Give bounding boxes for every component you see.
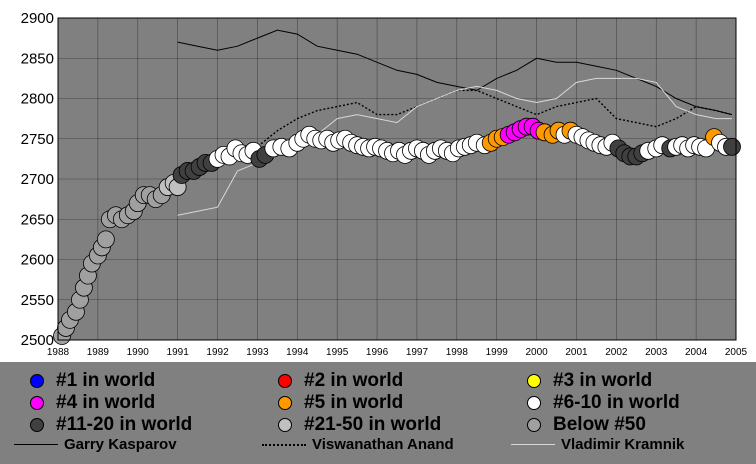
rank-points — [53, 117, 741, 345]
x-tick-label: 1996 — [366, 347, 389, 358]
y-tick-label: 2600 — [21, 252, 54, 269]
legend-line-dotted — [262, 443, 306, 446]
legend-swatch — [30, 374, 44, 388]
y-tick-label: 2500 — [21, 332, 54, 349]
legend-item-rank-2: #2 in world — [278, 370, 403, 392]
legend-swatch — [278, 396, 292, 410]
rating-chart: 2500 2550 2600 2650 2700 2750 2800 2850 2900 198… — [21, 10, 748, 358]
x-axis-ticks: 1988 1989 1990 1991 1992 1993 1994 1995 1996 1997… — [47, 347, 748, 358]
y-tick-label: 2750 — [21, 131, 54, 148]
x-tick-label: 2001 — [565, 347, 588, 358]
x-tick-label: 1991 — [167, 347, 190, 358]
legend-item-rank-4: #4 in world — [30, 392, 155, 414]
y-tick-label: 2550 — [21, 292, 54, 309]
legend-label: #21-50 in world — [304, 414, 442, 435]
legend-label: #6-10 in world — [553, 392, 680, 413]
rating-point — [723, 137, 741, 156]
legend-item-anand: Viswanathan Anand — [262, 436, 454, 453]
x-tick-label: 1993 — [246, 347, 269, 358]
series-line-0 — [177, 29, 733, 116]
x-tick-label: 1995 — [326, 347, 349, 358]
legend-item-rank-1: #1 in world — [30, 370, 155, 392]
x-tick-label: 1988 — [47, 347, 70, 358]
legend-swatch — [30, 396, 44, 410]
x-tick-label: 2004 — [685, 347, 708, 358]
legend-label: Viswanathan Anand — [312, 436, 454, 453]
legend: #1 in world #2 in world #3 in world #4 i… — [0, 362, 756, 464]
legend-item-rank-5: #5 in world — [278, 392, 403, 414]
legend-swatch — [30, 418, 44, 432]
legend-item-below-50: Below #50 — [527, 414, 646, 436]
x-tick-label: 2005 — [725, 347, 748, 358]
legend-label: Below #50 — [553, 414, 646, 435]
legend-label: #2 in world — [304, 370, 404, 391]
legend-item-rank-21-50: #21-50 in world — [278, 414, 441, 436]
legend-swatch — [527, 374, 541, 388]
x-tick-label: 1992 — [206, 347, 229, 358]
rating-point — [96, 230, 115, 249]
legend-label: #11-20 in world — [56, 414, 193, 435]
legend-label: #3 in world — [553, 370, 653, 391]
legend-line-light — [511, 444, 555, 445]
y-tick-label: 2800 — [21, 91, 54, 108]
x-tick-label: 1989 — [87, 347, 110, 358]
x-tick-label: 1994 — [286, 347, 309, 358]
y-tick-label: 2650 — [21, 211, 54, 228]
x-tick-label: 2003 — [645, 347, 668, 358]
legend-label: #1 in world — [56, 370, 156, 391]
legend-swatch — [278, 374, 292, 388]
x-tick-label: 2000 — [525, 347, 548, 358]
x-tick-label: 2002 — [605, 347, 628, 358]
legend-item-rank-6-10: #6-10 in world — [527, 392, 680, 414]
x-tick-label: 1990 — [127, 347, 150, 358]
y-tick-label: 2700 — [21, 171, 54, 188]
plot-border — [57, 17, 737, 341]
legend-item-kasparov: Garry Kasparov — [14, 436, 177, 453]
series-line-1 — [237, 89, 733, 160]
legend-item-rank-11-20: #11-20 in world — [30, 414, 192, 436]
legend-line-solid — [14, 444, 58, 445]
y-axis-ticks: 2500 2550 2600 2650 2700 2750 2800 2850 2900 — [21, 10, 54, 349]
x-tick-label: 1997 — [406, 347, 429, 358]
legend-label: #5 in world — [304, 392, 404, 413]
legend-label: Garry Kasparov — [64, 436, 177, 453]
legend-item-kramnik: Vladimir Kramnik — [511, 436, 684, 453]
legend-swatch — [527, 396, 541, 410]
x-tick-label: 1998 — [446, 347, 469, 358]
legend-swatch — [527, 418, 541, 432]
y-tick-label: 2900 — [21, 10, 54, 27]
legend-label: #4 in world — [56, 392, 156, 413]
x-tick-label: 1999 — [486, 347, 509, 358]
legend-item-rank-3: #3 in world — [527, 370, 652, 392]
legend-label: Vladimir Kramnik — [561, 436, 685, 453]
legend-swatch — [278, 418, 292, 432]
y-tick-label: 2850 — [21, 50, 54, 67]
